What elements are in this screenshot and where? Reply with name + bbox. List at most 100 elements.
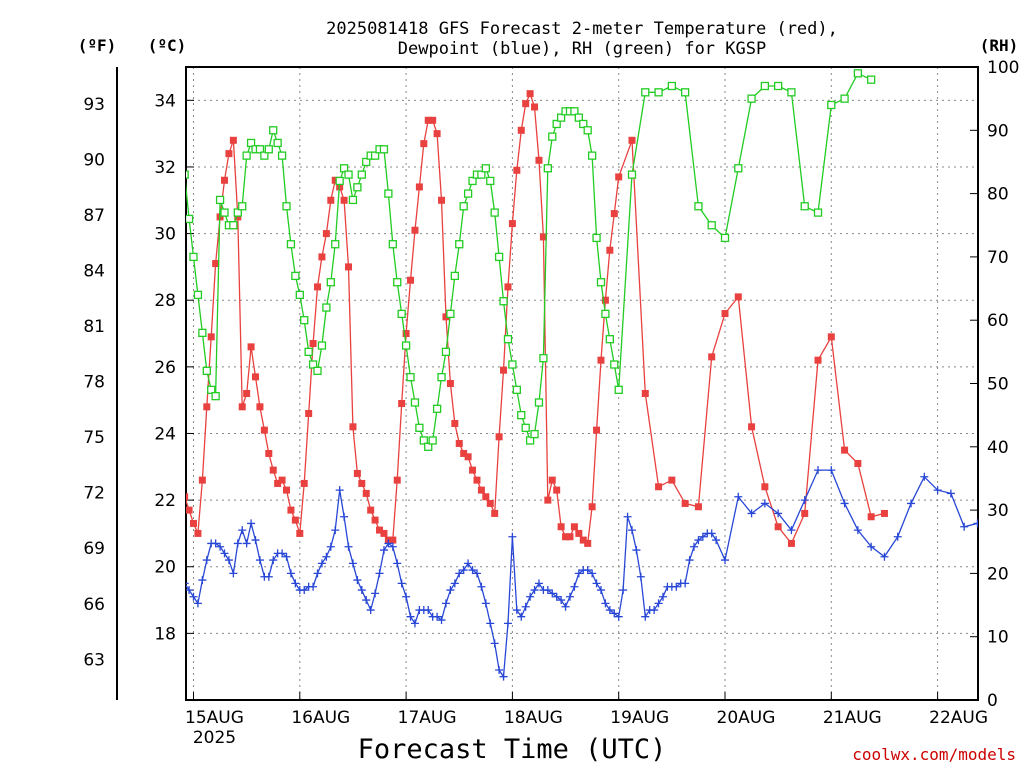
temperature-point bbox=[446, 380, 454, 387]
dewpoint-point bbox=[375, 569, 384, 578]
celsius-tick-label: 28 bbox=[154, 291, 176, 311]
temperature-point bbox=[504, 283, 512, 291]
temperature-point bbox=[358, 479, 366, 487]
dewpoint-point bbox=[317, 559, 326, 568]
temperature-point bbox=[376, 526, 384, 534]
temperature-point bbox=[318, 253, 326, 261]
rh-point bbox=[415, 423, 424, 432]
dewpoint-point bbox=[410, 619, 419, 628]
dewpoint-point bbox=[530, 586, 539, 595]
x-tick-label: 18AUG bbox=[504, 708, 563, 728]
temperature-point bbox=[371, 516, 379, 524]
rh-point bbox=[556, 113, 566, 122]
temperature-point bbox=[464, 453, 472, 461]
temperature-point bbox=[433, 130, 441, 138]
dewpoint-point bbox=[163, 533, 171, 541]
dewpoint-point bbox=[681, 579, 690, 588]
fahrenheit-tick-label: 72 bbox=[83, 484, 105, 504]
dewpoint-point bbox=[424, 606, 433, 615]
temperature-point bbox=[269, 466, 277, 474]
dewpoint-point bbox=[747, 509, 756, 518]
dewpoint-point bbox=[707, 529, 716, 538]
rh-point bbox=[286, 240, 296, 249]
rh-point bbox=[300, 316, 309, 325]
dewpoint-point bbox=[712, 536, 721, 545]
temperature-point bbox=[305, 409, 313, 417]
dewpoint-point bbox=[583, 566, 592, 575]
temperature-point bbox=[694, 503, 702, 511]
dewpoint-point bbox=[366, 606, 375, 615]
temperature-point bbox=[322, 230, 330, 238]
rh-point bbox=[760, 81, 770, 91]
dewpoint-point bbox=[402, 592, 411, 601]
dewpoint-point bbox=[827, 466, 836, 475]
temperature-point bbox=[331, 176, 339, 184]
rh-point bbox=[246, 138, 256, 148]
dewpoint-point bbox=[574, 569, 583, 578]
dewpoint-point bbox=[211, 539, 220, 548]
dewpoint-point bbox=[264, 572, 273, 581]
temperature-point bbox=[593, 426, 601, 434]
rh-tick-label: 80 bbox=[987, 185, 1009, 205]
dewpoint-point bbox=[880, 552, 889, 561]
rh-point bbox=[627, 170, 637, 179]
x-tick-label: 21AUG bbox=[823, 708, 882, 728]
rh-point bbox=[441, 347, 451, 357]
dewpoint-point bbox=[348, 559, 357, 568]
rh-point bbox=[490, 208, 499, 217]
dewpoint-point bbox=[641, 612, 650, 621]
dewpoint-point bbox=[459, 566, 468, 575]
temperature-point bbox=[225, 150, 233, 158]
rh-point bbox=[499, 297, 508, 306]
dewpoint-point bbox=[441, 599, 450, 608]
temperature-point bbox=[190, 519, 197, 527]
dewpoint-point bbox=[658, 592, 667, 601]
temperature-point bbox=[132, 183, 139, 190]
dewpoint-point bbox=[224, 556, 233, 565]
temperature-point bbox=[601, 296, 609, 304]
dewpoint-point bbox=[300, 586, 309, 595]
rh-point bbox=[401, 341, 411, 350]
rh-point bbox=[508, 360, 517, 369]
temperature-point bbox=[787, 539, 795, 547]
dewpoint-point bbox=[167, 546, 175, 554]
temperature-point bbox=[597, 356, 605, 364]
rh-tick-label: 90 bbox=[987, 121, 1009, 141]
rh-point bbox=[614, 385, 623, 394]
dewpoint-point bbox=[282, 552, 291, 561]
rh-point bbox=[335, 176, 344, 186]
dewpoint-point bbox=[685, 556, 694, 565]
rh-point bbox=[548, 132, 557, 141]
temperature-point bbox=[566, 533, 574, 541]
celsius-tick-label: 18 bbox=[154, 624, 176, 644]
dewpoint-point bbox=[503, 619, 512, 628]
rh-point bbox=[137, 196, 144, 203]
rh-point bbox=[304, 347, 313, 357]
temperature-point bbox=[761, 483, 769, 491]
rh-point bbox=[357, 170, 366, 179]
rh-point bbox=[295, 290, 304, 300]
dewpoint-point bbox=[614, 612, 623, 621]
temperature-point bbox=[260, 426, 268, 434]
rh-point bbox=[463, 189, 473, 198]
dewpoint-point bbox=[800, 496, 809, 505]
temperature-point bbox=[628, 136, 636, 144]
chart-title-line-2: Dewpoint (blue), RH (green) for KGSP bbox=[398, 39, 766, 59]
rh-point bbox=[242, 151, 251, 160]
celsius-tick-label: 30 bbox=[154, 225, 176, 245]
dewpoint-point bbox=[552, 592, 561, 601]
rh-point bbox=[455, 240, 464, 249]
rh-point bbox=[481, 164, 490, 173]
dewpoint-point bbox=[186, 586, 194, 595]
temperature-point bbox=[477, 486, 485, 494]
rh-point bbox=[264, 145, 273, 154]
rh-tick-label: 10 bbox=[987, 628, 1009, 648]
temperature-point bbox=[579, 536, 587, 544]
rh-point bbox=[238, 202, 247, 211]
temperature-point bbox=[517, 126, 525, 134]
fahrenheit-tick-label: 66 bbox=[83, 595, 105, 615]
dewpoint-point bbox=[437, 616, 446, 625]
temperature-point bbox=[544, 496, 552, 504]
dewpoint-point bbox=[517, 612, 526, 621]
temperature-point bbox=[119, 163, 126, 170]
